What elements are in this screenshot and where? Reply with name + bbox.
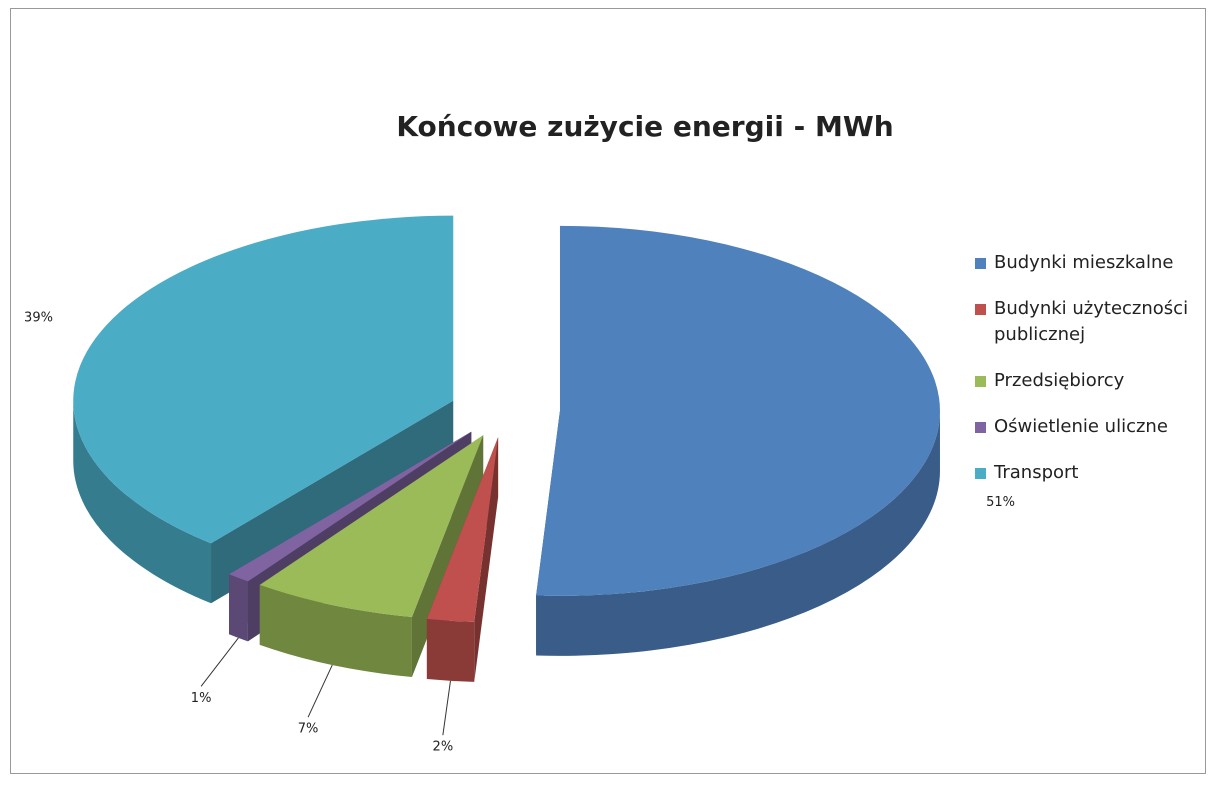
leader-line: [307, 664, 333, 718]
chart-frame: [10, 8, 1206, 774]
legend-item: Transport: [975, 460, 1205, 486]
legend-swatch: [975, 422, 986, 433]
chart-title: Końcowe zużycie energii - MWh: [396, 110, 893, 143]
slice: [536, 225, 940, 596]
slice: [426, 437, 499, 622]
data-label: 2%: [433, 740, 454, 755]
slice-wall: [536, 410, 940, 656]
legend-label: Budynki mieszkalne: [994, 252, 1174, 273]
leader-line: [200, 637, 239, 687]
slice-wall: [426, 619, 475, 682]
legend-label: Oświetlenie uliczne: [994, 416, 1168, 437]
data-label: 7%: [298, 722, 319, 737]
legend-label: Transport: [994, 462, 1079, 483]
legend-label: Budynki użyteczności publicznej: [994, 298, 1189, 345]
data-label: 39%: [24, 310, 53, 325]
legend-item: Budynki użyteczności publicznej: [975, 296, 1205, 348]
slice-wall: [229, 574, 248, 642]
legend-swatch: [975, 376, 986, 387]
slice-wall: [259, 584, 412, 677]
legend-item: Przedsiębiorcy: [975, 368, 1205, 394]
legend-swatch: [975, 468, 986, 479]
data-label: 51%: [986, 495, 1015, 510]
slice: [229, 431, 472, 582]
legend-label: Przedsiębiorcy: [994, 370, 1125, 391]
legend-swatch: [975, 258, 986, 269]
legend-item: Budynki mieszkalne: [975, 250, 1205, 276]
slice-wall: [73, 400, 212, 604]
slice: [73, 215, 454, 544]
legend-item: Oświetlenie uliczne: [975, 414, 1205, 440]
legend-swatch: [975, 304, 986, 315]
leader-line: [442, 680, 451, 736]
slice: [259, 435, 484, 617]
data-label: 1%: [191, 691, 212, 706]
legend: Budynki mieszkalne Budynki użyteczności p…: [975, 250, 1205, 506]
